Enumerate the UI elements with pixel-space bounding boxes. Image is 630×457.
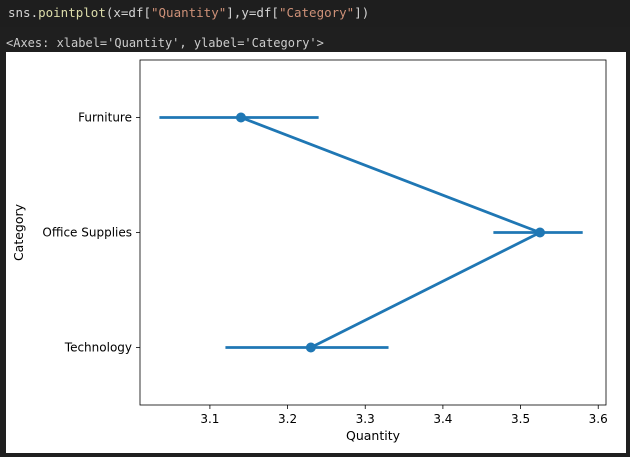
cell-divider bbox=[0, 27, 630, 35]
y-axis-label: Category bbox=[11, 203, 26, 261]
y-tick-label: Office Supplies bbox=[42, 226, 132, 240]
point-furniture bbox=[235, 112, 246, 123]
y-tick-label: Technology bbox=[64, 341, 132, 355]
code-text-part1: (x=df[ bbox=[105, 5, 151, 20]
code-cell[interactable]: sns.pointplot(x=df["Quantity"],y=df["Cat… bbox=[0, 0, 630, 27]
x-tick-label: 3.6 bbox=[589, 412, 608, 426]
y-tick-label: Furniture bbox=[78, 111, 132, 125]
x-tick-label: 3.5 bbox=[511, 412, 530, 426]
code-text-str2: "Category" bbox=[278, 5, 355, 20]
x-tick-label: 3.2 bbox=[278, 412, 297, 426]
code-text-part3: ]) bbox=[354, 5, 370, 20]
code-text-fn: pointplot bbox=[38, 5, 106, 20]
code-text-prefix: sns. bbox=[8, 5, 39, 20]
pointplot-chart: 3.1 3.2 3.3 3.4 3.5 3.6 Furniture Office Suppli… bbox=[11, 59, 608, 443]
output-repr: <Axes: xlabel='Quantity', ylabel='Catego… bbox=[6, 36, 324, 50]
x-tick-label: 3.4 bbox=[433, 412, 452, 426]
x-tick-label: 3.3 bbox=[356, 412, 375, 426]
code-text-part2: ],y=df[ bbox=[226, 5, 279, 20]
point-technology bbox=[305, 342, 316, 353]
x-tick-label: 3.1 bbox=[200, 412, 219, 426]
x-axis-label: Quantity bbox=[346, 428, 401, 443]
point-office-supplies bbox=[534, 227, 545, 238]
plot-output: 3.1 3.2 3.3 3.4 3.5 3.6 Furniture Office Suppli… bbox=[6, 52, 626, 453]
code-text-str1: "Quantity" bbox=[151, 5, 227, 20]
